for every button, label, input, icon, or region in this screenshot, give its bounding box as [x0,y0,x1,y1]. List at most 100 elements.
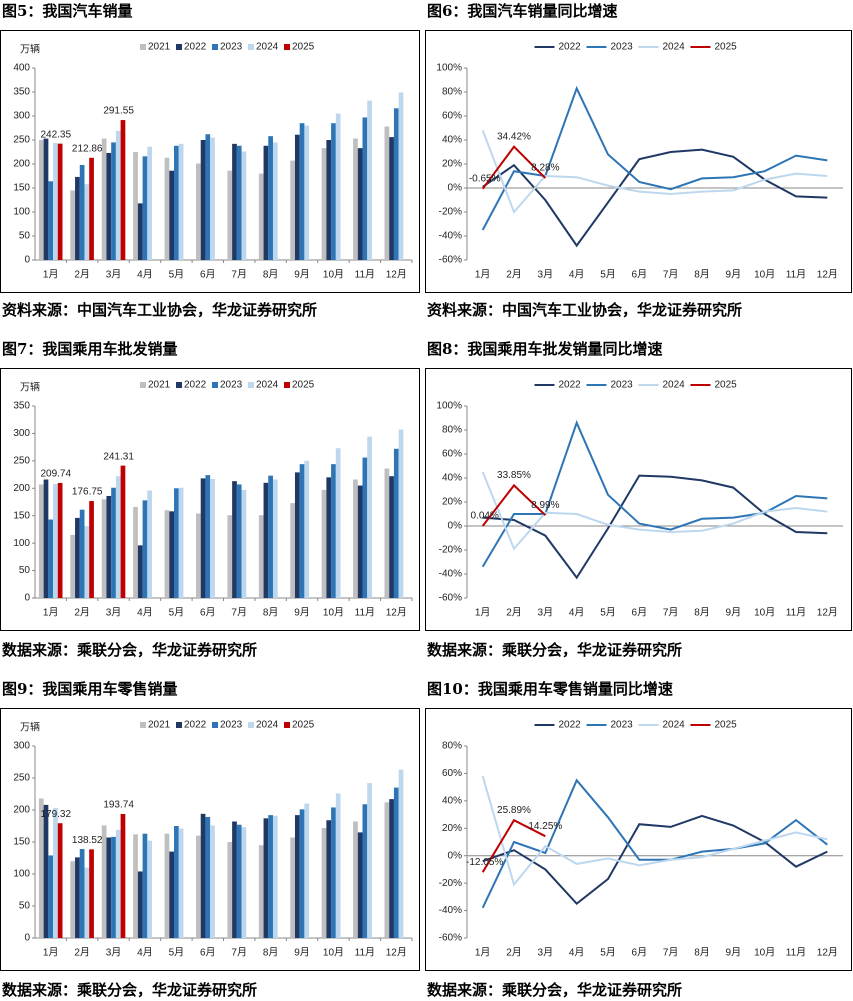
y-tick-label: 40% [442,473,462,484]
bar [48,519,54,598]
x-tick-label: 10月 [323,947,344,959]
y-tick-label: 150 [13,510,30,521]
bar [393,448,399,598]
figure-title: 图9：我国乘用车零售销量 [2,680,177,698]
bar [326,820,332,938]
bar [38,140,44,260]
bar [142,156,148,260]
bar [258,173,264,260]
bar [227,515,233,598]
bar [331,464,336,598]
y-tick-label: 350 [13,401,30,412]
bar [89,157,94,260]
bar [335,448,341,598]
y-tick-label: 100 [13,538,30,549]
bar [178,487,184,598]
bar [89,501,94,598]
x-tick-label: 12月 [386,947,407,959]
bar [299,809,305,938]
bar [196,163,201,260]
bar [258,515,264,598]
y-tick-label: 300 [13,111,30,122]
bar [120,465,126,598]
legend-label: 2021 [148,42,171,53]
bar [326,140,332,260]
x-tick-label: 8月 [694,607,710,619]
y-tick-label: -20% [439,545,462,556]
x-tick-label: 9月 [294,269,310,281]
legend-swatch [284,722,290,728]
bar [367,100,372,260]
bar [79,164,85,260]
bar [111,836,116,938]
y-axis-label: 万辆 [20,381,40,394]
value-label: 138.52 [72,835,103,846]
legend-label: 2022 [184,720,207,731]
x-tick-label: 2月 [506,607,522,619]
x-tick-label: 12月 [386,607,407,619]
y-tick-label: -20% [439,878,462,889]
value-label: 291.55 [103,106,134,117]
bar [294,815,300,938]
source-note: 数据来源：乘联分会，华龙证券研究所 [2,641,257,659]
bar [331,123,336,260]
bar [196,513,201,598]
y-tick-label: -40% [439,569,462,580]
bar [353,479,358,598]
x-tick-label: 6月 [200,947,216,959]
bar [137,203,143,260]
bar [232,143,237,260]
legend-label: 2022 [184,380,207,391]
source-note: 数据来源：乘联分会，华龙证券研究所 [427,981,682,999]
bar [106,152,112,260]
source-note: 资料来源：中国汽车工业协会，华龙证券研究所 [427,301,742,319]
bar [174,145,179,260]
chart-frame [0,708,420,971]
x-tick-label: 5月 [600,607,616,619]
y-tick-label: -40% [439,905,462,916]
bar [89,849,94,938]
y-tick-label: 300 [13,428,30,439]
y-tick-label: 80% [442,741,462,752]
bar [268,136,273,260]
bar [232,821,237,938]
bar [79,509,85,598]
x-tick-label: 12月 [817,269,838,281]
bar [38,798,44,938]
bar [290,160,295,260]
y-tick-label: 250 [13,455,30,466]
series-line [481,85,828,231]
bar [290,837,295,938]
bar [210,137,215,260]
value-label: 176.75 [72,487,103,498]
bar [43,479,49,598]
legend-label: 2023 [220,42,243,53]
bar [268,815,273,938]
x-tick-label: 1月 [475,947,491,959]
bar [304,460,310,598]
bar [101,825,107,938]
bar [101,499,107,598]
bar [357,148,363,260]
y-tick-label: 20% [442,823,462,834]
legend-label: 2025 [292,380,315,391]
bar [263,482,269,598]
series-line [481,778,828,909]
bar [263,145,269,260]
bar [53,142,58,260]
x-tick-label: 8月 [694,269,710,281]
x-tick-label: 1月 [475,607,491,619]
y-tick-label: 100 [13,869,30,880]
bar [137,871,143,938]
value-label: 241.31 [103,451,134,462]
bar [174,826,179,938]
x-tick-label: 5月 [600,947,616,959]
x-tick-label: 10月 [323,269,344,281]
x-tick-label: 9月 [726,607,742,619]
bar [304,125,310,260]
bar [164,157,170,260]
y-tick-label: 0 [24,255,30,266]
y-tick-label: 200 [13,805,30,816]
y-tick-label: 60% [442,111,462,122]
bar [321,827,327,938]
